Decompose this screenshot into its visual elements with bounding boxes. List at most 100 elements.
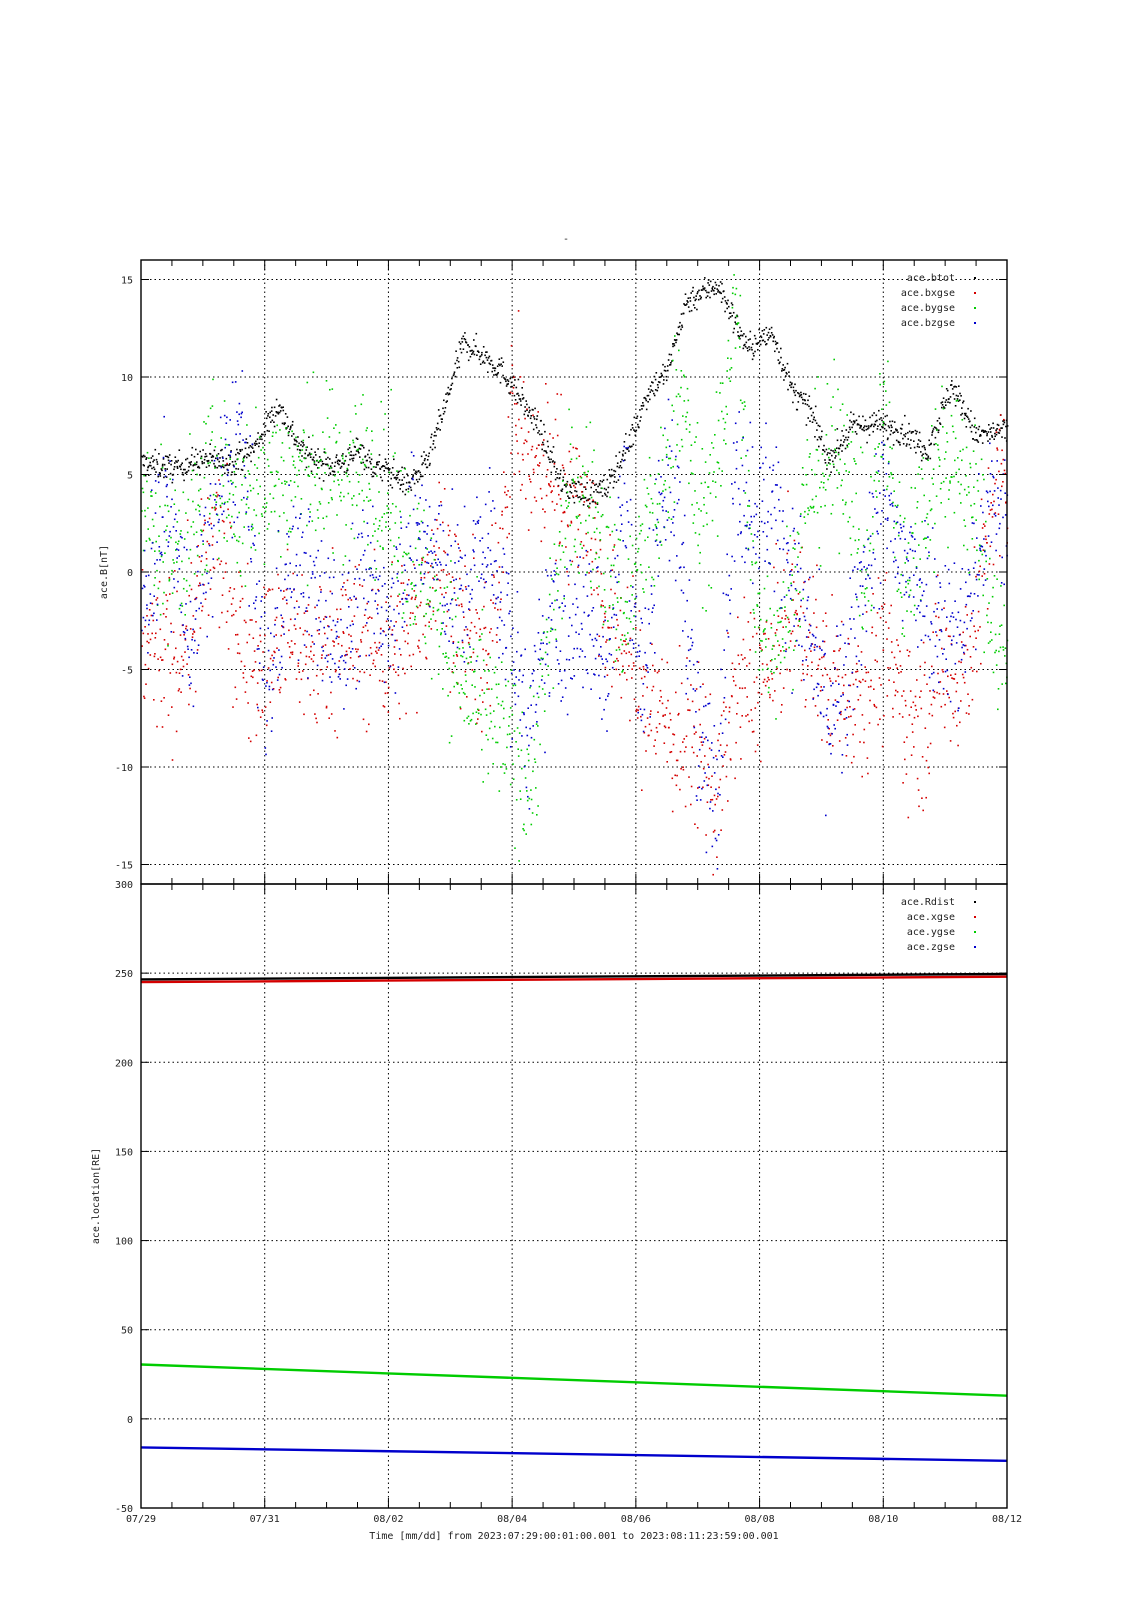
- data-point: [412, 653, 415, 656]
- data-point: [279, 410, 282, 412]
- data-point: [655, 752, 657, 755]
- data-point: [832, 745, 834, 747]
- data-point: [174, 462, 176, 464]
- data-point: [940, 502, 942, 504]
- data-point: [684, 304, 686, 306]
- data-point: [948, 489, 950, 491]
- data-point: [996, 423, 999, 426]
- data-point: [263, 563, 266, 565]
- data-point: [509, 707, 512, 709]
- data-point: [805, 699, 807, 701]
- data-point: [376, 607, 378, 610]
- data-point: [905, 445, 908, 447]
- data-point: [963, 488, 966, 491]
- data-point: [789, 630, 791, 632]
- data-point: [426, 466, 429, 469]
- data-point: [845, 755, 848, 757]
- data-point: [500, 661, 503, 663]
- data-point: [321, 654, 323, 656]
- data-point: [257, 709, 260, 712]
- data-point: [334, 670, 337, 673]
- data-point: [848, 471, 850, 473]
- data-point: [245, 503, 248, 506]
- data-point: [319, 669, 322, 671]
- data-point: [240, 416, 242, 419]
- data-point: [909, 690, 912, 692]
- data-point: [541, 497, 543, 500]
- data-point: [356, 679, 359, 682]
- data-point: [952, 431, 955, 433]
- data-point: [915, 432, 917, 435]
- data-point: [167, 459, 170, 462]
- data-point: [782, 581, 785, 583]
- data-point: [592, 500, 595, 503]
- data-point: [735, 323, 737, 325]
- data-point: [693, 725, 695, 728]
- data-point: [925, 516, 928, 519]
- data-point: [601, 487, 603, 490]
- data-point: [195, 531, 198, 533]
- data-point: [634, 434, 637, 437]
- data-point: [970, 612, 973, 615]
- data-point: [188, 557, 190, 560]
- data-point: [712, 831, 715, 833]
- data-point: [615, 481, 618, 483]
- data-point: [328, 436, 331, 438]
- data-point: [229, 456, 232, 458]
- data-point: [546, 401, 549, 404]
- data-point: [534, 761, 537, 763]
- data-point: [232, 501, 235, 503]
- data-point: [504, 491, 506, 494]
- data-point: [407, 632, 409, 635]
- data-point: [976, 549, 978, 552]
- data-point: [752, 540, 754, 542]
- data-point: [788, 371, 790, 373]
- data-point: [394, 692, 397, 694]
- data-point: [351, 648, 354, 650]
- data-point: [429, 446, 432, 449]
- data-point: [956, 399, 959, 402]
- data-point: [436, 519, 438, 521]
- data-point: [345, 524, 347, 526]
- data-point: [485, 714, 488, 716]
- data-point: [170, 460, 173, 462]
- data-point: [783, 368, 786, 371]
- data-point: [991, 639, 993, 641]
- data-point: [654, 739, 656, 741]
- data-point: [695, 436, 697, 438]
- data-point: [644, 398, 647, 400]
- data-point: [147, 466, 149, 469]
- data-point: [302, 670, 304, 672]
- data-point: [530, 823, 533, 826]
- data-point: [489, 712, 492, 715]
- data-point: [561, 617, 563, 620]
- data-point: [550, 471, 553, 474]
- data-point: [589, 502, 591, 505]
- data-point: [262, 506, 264, 508]
- data-point: [461, 605, 463, 608]
- data-point: [663, 725, 666, 727]
- data-point: [786, 373, 788, 375]
- data-point: [400, 483, 403, 486]
- data-point: [760, 335, 762, 337]
- data-point: [507, 490, 509, 492]
- data-point: [194, 618, 197, 620]
- data-point: [871, 626, 874, 629]
- data-point: [337, 471, 339, 473]
- data-point: [920, 707, 923, 710]
- data-point: [387, 480, 389, 482]
- data-point: [516, 440, 518, 442]
- data-point: [266, 720, 268, 722]
- data-point: [305, 552, 307, 554]
- data-point: [440, 632, 442, 634]
- data-point: [619, 673, 621, 676]
- data-point: [572, 478, 574, 481]
- data-point: [483, 362, 486, 364]
- data-point: [588, 514, 590, 517]
- data-point: [278, 689, 281, 691]
- data-point: [239, 606, 241, 609]
- data-point: [675, 759, 678, 762]
- data-point: [954, 385, 956, 388]
- data-point: [655, 372, 658, 374]
